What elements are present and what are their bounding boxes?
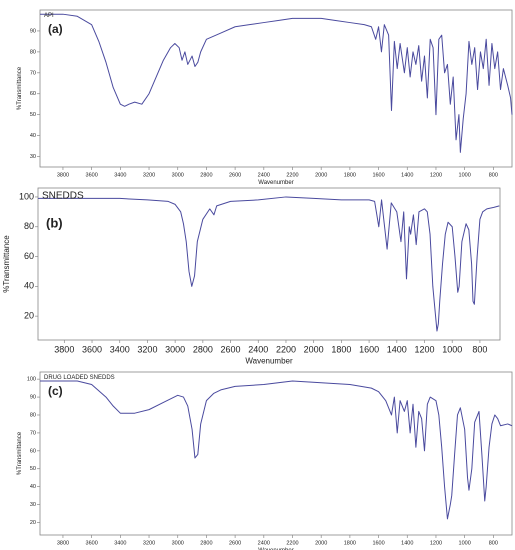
legend-label: SNEDDS	[42, 191, 84, 202]
y-tick-label: 70	[30, 70, 36, 76]
x-tick-label: 3800	[57, 540, 69, 546]
legend-label: API	[44, 13, 54, 19]
x-tick-label: 800	[489, 540, 498, 546]
x-tick-label: 3400	[110, 345, 130, 355]
y-tick-label: 50	[30, 466, 36, 472]
y-tick-label: 20	[30, 520, 36, 526]
x-tick-label: 2600	[221, 345, 241, 355]
x-tick-label: 1400	[387, 345, 407, 355]
y-tick-label: 90	[30, 28, 36, 34]
x-tick-label: 1600	[372, 540, 384, 546]
y-tick-label: 40	[30, 133, 36, 139]
x-tick-label: 2600	[229, 540, 241, 546]
y-tick-label: 80	[30, 49, 36, 55]
panel-label: (b)	[46, 215, 63, 230]
x-tick-label: 1800	[331, 345, 351, 355]
y-tick-label: 80	[24, 221, 34, 231]
y-tick-label: 100	[27, 377, 36, 383]
x-tick-label: 1600	[359, 345, 379, 355]
plot-frame	[39, 371, 513, 536]
x-tick-label: 3000	[172, 172, 184, 178]
x-tick-label: 2000	[315, 172, 327, 178]
x-tick-label: 1400	[401, 540, 413, 546]
x-tick-label: 2200	[286, 540, 298, 546]
y-tick-label: 40	[24, 281, 34, 291]
x-tick-label: 1200	[414, 345, 434, 355]
x-tick-label: 2200	[276, 345, 296, 355]
x-tick-label: 2800	[200, 172, 212, 178]
x-tick-label: 1600	[372, 172, 384, 178]
x-tick-label: 3800	[57, 172, 69, 178]
spectrum-line	[40, 13, 513, 153]
panel-label: (a)	[48, 22, 63, 36]
x-axis-label: Wavenumber	[258, 548, 293, 550]
y-tick-label: 60	[30, 448, 36, 454]
x-tick-label: 3000	[165, 345, 185, 355]
y-axis-label: %Transmittance	[2, 235, 11, 293]
x-tick-label: 3800	[54, 345, 74, 355]
spectrum-line	[38, 196, 500, 332]
x-tick-label: 1400	[401, 172, 413, 178]
x-tick-label: 2400	[248, 345, 268, 355]
y-tick-label: 60	[30, 91, 36, 97]
x-tick-label: 2000	[304, 345, 324, 355]
x-tick-label: 3600	[82, 345, 102, 355]
x-tick-label: 800	[489, 172, 498, 178]
y-tick-label: 100	[19, 191, 34, 201]
x-tick-label: 1000	[442, 345, 462, 355]
y-tick-label: 70	[30, 430, 36, 436]
x-tick-label: 3200	[137, 345, 157, 355]
y-tick-label: 60	[24, 251, 34, 261]
x-axis-label: Wavenumber	[258, 180, 293, 186]
legend-label: DRUG LOADED SNEDDS	[44, 375, 115, 381]
spectrum-line	[40, 380, 513, 520]
x-tick-label: 3600	[86, 540, 98, 546]
panel-label: (c)	[48, 384, 63, 398]
plot-frame	[39, 9, 513, 168]
x-tick-label: 3400	[114, 172, 126, 178]
x-tick-label: 2800	[200, 540, 212, 546]
x-tick-label: 1800	[344, 540, 356, 546]
x-tick-label: 3000	[172, 540, 184, 546]
x-tick-label: 2000	[315, 540, 327, 546]
x-tick-label: 2400	[258, 540, 270, 546]
x-tick-label: 1800	[344, 172, 356, 178]
x-tick-label: 3400	[114, 540, 126, 546]
y-tick-label: 20	[24, 311, 34, 321]
x-tick-label: 3600	[86, 172, 98, 178]
x-tick-label: 2200	[286, 172, 298, 178]
y-axis-label: %Transmittance	[17, 431, 23, 475]
x-tick-label: 800	[472, 345, 487, 355]
y-tick-label: 80	[30, 412, 36, 418]
x-tick-label: 3200	[143, 540, 155, 546]
y-tick-label: 50	[30, 112, 36, 118]
y-tick-label: 30	[30, 154, 36, 160]
plot-frame	[37, 187, 501, 341]
y-tick-label: 40	[30, 484, 36, 490]
x-axis-label: Wavenumber	[245, 356, 293, 365]
x-tick-label: 1000	[459, 172, 471, 178]
y-tick-label: 90	[30, 395, 36, 401]
x-tick-label: 2600	[229, 172, 241, 178]
x-tick-label: 2800	[193, 345, 213, 355]
x-tick-label: 1000	[459, 540, 471, 546]
x-tick-label: 2400	[258, 172, 270, 178]
x-tick-label: 1200	[430, 540, 442, 546]
x-tick-label: 3200	[143, 172, 155, 178]
x-tick-label: 1200	[430, 172, 442, 178]
y-axis-label: %Transmittance	[17, 66, 23, 110]
y-tick-label: 30	[30, 502, 36, 508]
